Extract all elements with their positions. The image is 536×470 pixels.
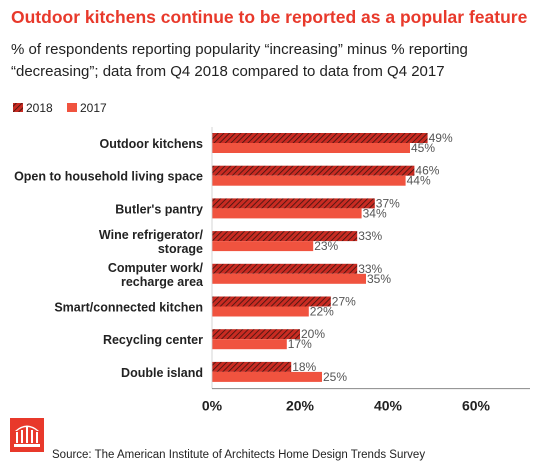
x-tick-label: 60% bbox=[462, 398, 491, 414]
category-label: Outdoor kitchens bbox=[100, 137, 204, 151]
category-label: Computer work/ bbox=[108, 261, 204, 275]
value-label-2017: 44% bbox=[407, 174, 431, 188]
value-label-2018: 33% bbox=[358, 262, 382, 276]
bar-2018 bbox=[212, 263, 358, 274]
value-label-2018: 18% bbox=[292, 360, 316, 374]
bar-2017 bbox=[212, 208, 362, 219]
value-label-2018: 49% bbox=[429, 131, 453, 145]
category-label: Open to household living space bbox=[14, 170, 203, 184]
legend-swatch-2017 bbox=[67, 103, 77, 112]
bar-2017 bbox=[212, 241, 314, 252]
category-label: Wine refrigerator/ bbox=[99, 228, 204, 242]
value-label-2018: 27% bbox=[332, 295, 356, 309]
x-tick-label: 20% bbox=[286, 398, 315, 414]
value-label-2017: 45% bbox=[411, 141, 435, 155]
source-note: Source: The American Institute of Archit… bbox=[52, 449, 426, 461]
bar-2017 bbox=[212, 306, 309, 317]
bar-2017 bbox=[212, 339, 287, 350]
category-label: storage bbox=[158, 242, 203, 256]
chart-title: Outdoor kitchens continue to be reported… bbox=[11, 7, 528, 27]
bar-2018 bbox=[212, 231, 358, 242]
value-label-2018: 46% bbox=[415, 164, 439, 178]
value-label-2017: 22% bbox=[310, 305, 334, 319]
aia-logo-icon bbox=[10, 418, 44, 452]
bar-2018 bbox=[212, 329, 300, 340]
bar-2017 bbox=[212, 143, 410, 153]
legend-label-2017: 2017 bbox=[80, 101, 107, 115]
value-label-2017: 25% bbox=[323, 370, 347, 384]
legend-swatch-2018 bbox=[13, 103, 23, 112]
chart-subtitle: % of respondents reporting popularity “i… bbox=[11, 41, 468, 80]
category-label: recharge area bbox=[121, 275, 204, 289]
bar-2018 bbox=[212, 296, 331, 307]
x-tick-label: 0% bbox=[202, 398, 223, 414]
value-label-2018: 37% bbox=[376, 196, 400, 210]
value-label-2017: 34% bbox=[363, 206, 387, 220]
bar-2018 bbox=[212, 198, 375, 209]
value-label-2018: 20% bbox=[301, 327, 325, 341]
bar-2017 bbox=[212, 273, 366, 284]
category-label: Recycling center bbox=[103, 333, 203, 347]
value-label-2018: 33% bbox=[358, 229, 382, 243]
bar-2018 bbox=[212, 361, 292, 372]
x-tick-label: 40% bbox=[374, 398, 403, 414]
category-label: Smart/connected kitchen bbox=[54, 301, 203, 315]
value-label-2017: 23% bbox=[314, 239, 338, 253]
bar-2018 bbox=[212, 133, 428, 143]
category-label: Butler's pantry bbox=[115, 202, 203, 216]
category-label: Double island bbox=[121, 366, 203, 380]
value-label-2017: 17% bbox=[288, 337, 312, 351]
legend-label-2018: 2018 bbox=[26, 101, 53, 115]
bar-2017 bbox=[212, 371, 322, 382]
bar-2017 bbox=[212, 175, 406, 186]
bar-2018 bbox=[212, 165, 415, 176]
value-label-2017: 35% bbox=[367, 272, 391, 286]
